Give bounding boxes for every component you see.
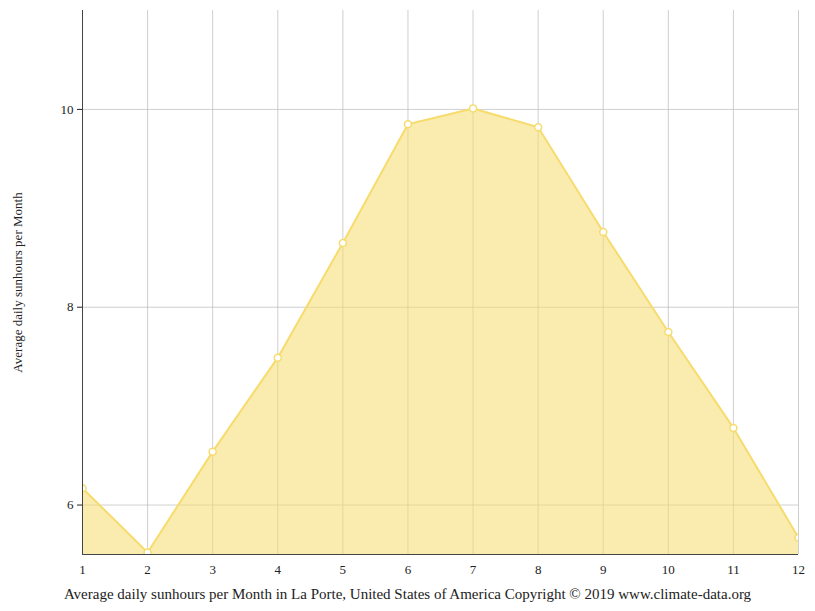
- svg-text:Average daily sunhours per Mon: Average daily sunhours per Month: [10, 192, 25, 373]
- svg-text:5: 5: [340, 562, 347, 577]
- svg-text:8: 8: [535, 562, 542, 577]
- svg-text:9: 9: [600, 562, 607, 577]
- svg-text:10: 10: [662, 562, 675, 577]
- svg-text:12: 12: [792, 562, 805, 577]
- svg-text:6: 6: [67, 497, 74, 512]
- svg-text:2: 2: [144, 562, 151, 577]
- svg-text:7: 7: [470, 562, 477, 577]
- svg-text:3: 3: [209, 562, 216, 577]
- svg-text:6: 6: [405, 562, 412, 577]
- svg-text:10: 10: [61, 102, 74, 117]
- svg-text:1: 1: [79, 562, 86, 577]
- svg-text:11: 11: [727, 562, 740, 577]
- svg-text:4: 4: [275, 562, 282, 577]
- svg-text:8: 8: [67, 299, 74, 314]
- html-text:Average daily sunhours per Mon: Average daily sunhours per Month in La P…: [63, 586, 752, 602]
